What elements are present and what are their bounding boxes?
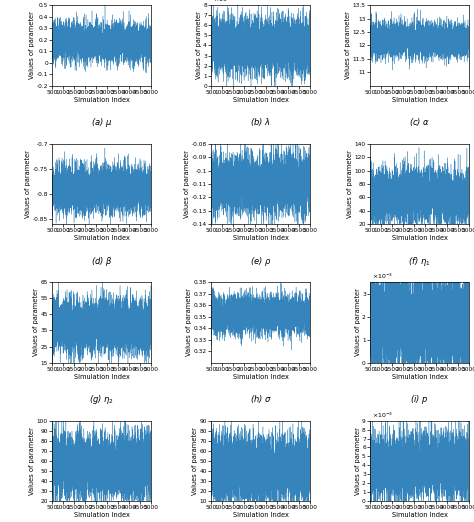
Text: $\times10^{-3}$: $\times10^{-3}$ bbox=[372, 272, 393, 281]
Text: (f) $\eta_1$: (f) $\eta_1$ bbox=[408, 255, 431, 268]
Text: $\times10^{-3}$: $\times10^{-3}$ bbox=[213, 0, 234, 4]
X-axis label: Simulation Index: Simulation Index bbox=[392, 374, 447, 380]
Y-axis label: Values of parameter: Values of parameter bbox=[196, 11, 202, 79]
X-axis label: Simulation Index: Simulation Index bbox=[392, 513, 447, 518]
Text: (h) $\sigma$: (h) $\sigma$ bbox=[250, 393, 272, 405]
Text: (b) $\lambda$: (b) $\lambda$ bbox=[250, 116, 271, 128]
X-axis label: Simulation Index: Simulation Index bbox=[74, 235, 130, 242]
Y-axis label: Values of parameter: Values of parameter bbox=[186, 289, 192, 357]
Y-axis label: Values of parameter: Values of parameter bbox=[192, 427, 198, 495]
Y-axis label: Values of parameter: Values of parameter bbox=[29, 11, 35, 79]
Y-axis label: Values of parameter: Values of parameter bbox=[25, 150, 31, 218]
X-axis label: Simulation Index: Simulation Index bbox=[74, 374, 130, 380]
Text: (e) $\rho$: (e) $\rho$ bbox=[250, 255, 272, 268]
X-axis label: Simulation Index: Simulation Index bbox=[74, 97, 130, 103]
Y-axis label: Values of parameter: Values of parameter bbox=[29, 427, 36, 495]
Text: (i) $p$: (i) $p$ bbox=[410, 393, 429, 406]
Text: (c) $\alpha$: (c) $\alpha$ bbox=[409, 116, 430, 128]
Y-axis label: Values of parameter: Values of parameter bbox=[355, 289, 361, 357]
X-axis label: Simulation Index: Simulation Index bbox=[233, 374, 289, 380]
Text: $\times10^{-3}$: $\times10^{-3}$ bbox=[372, 410, 393, 420]
Y-axis label: Values of parameter: Values of parameter bbox=[33, 289, 39, 357]
Y-axis label: Values of parameter: Values of parameter bbox=[184, 150, 190, 218]
Y-axis label: Values of parameter: Values of parameter bbox=[346, 11, 351, 79]
Y-axis label: Values of parameter: Values of parameter bbox=[347, 150, 353, 218]
X-axis label: Simulation Index: Simulation Index bbox=[392, 97, 447, 103]
Text: (a) $\mu$: (a) $\mu$ bbox=[91, 116, 112, 129]
Y-axis label: Values of parameter: Values of parameter bbox=[355, 427, 361, 495]
Text: (d) $\beta$: (d) $\beta$ bbox=[91, 255, 113, 268]
X-axis label: Simulation Index: Simulation Index bbox=[233, 235, 289, 242]
Text: (g) $\eta_2$: (g) $\eta_2$ bbox=[89, 393, 114, 406]
X-axis label: Simulation Index: Simulation Index bbox=[233, 97, 289, 103]
X-axis label: Simulation Index: Simulation Index bbox=[74, 513, 130, 518]
X-axis label: Simulation Index: Simulation Index bbox=[392, 235, 447, 242]
X-axis label: Simulation Index: Simulation Index bbox=[233, 513, 289, 518]
